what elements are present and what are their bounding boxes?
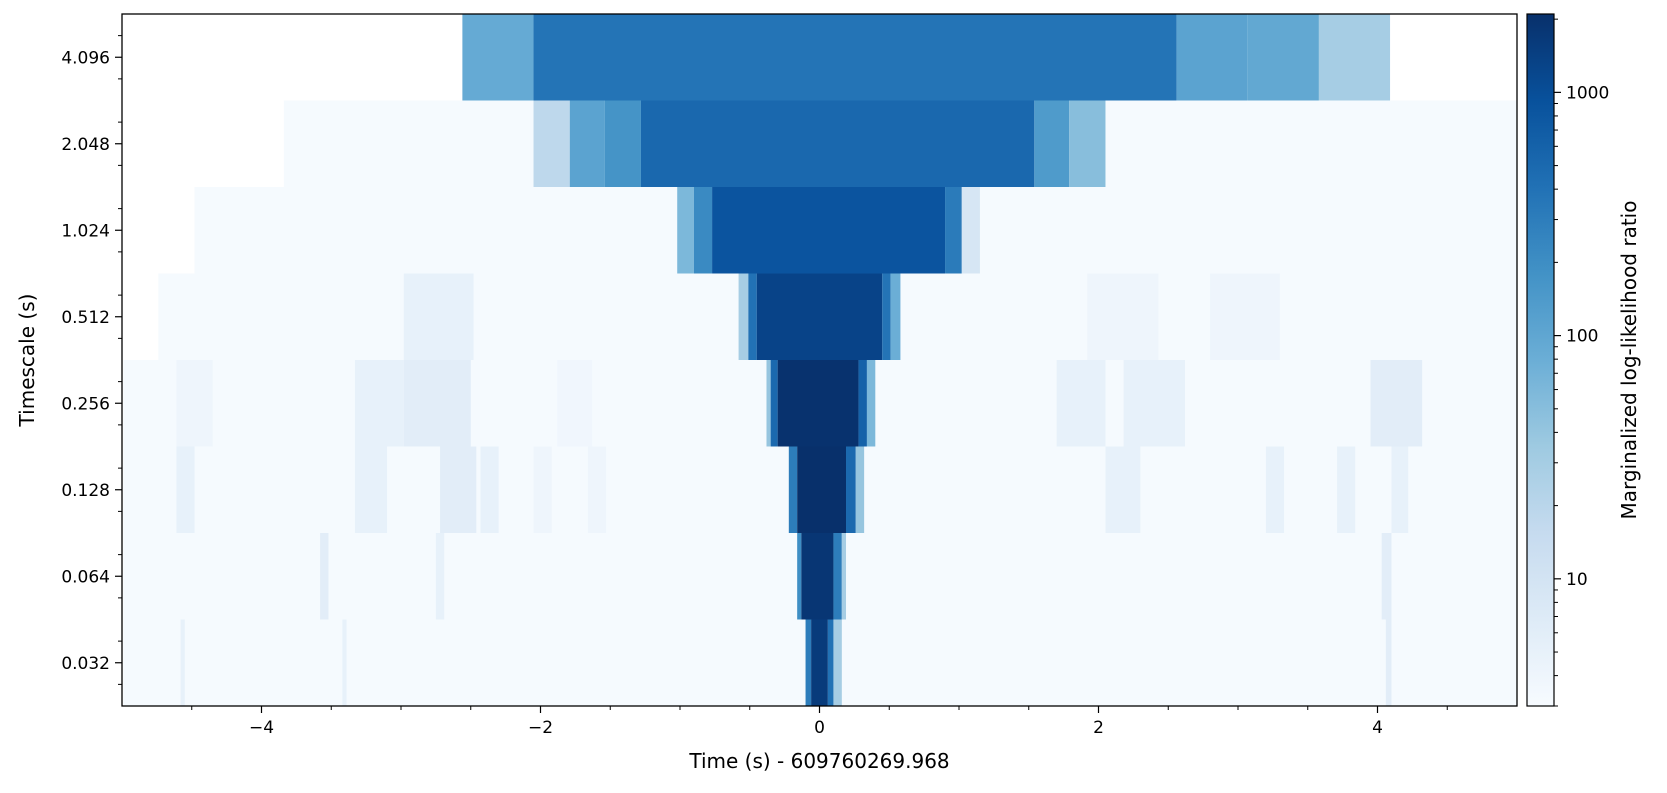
heatmap-cell — [712, 187, 946, 274]
y-axis: 0.032 0.064 0.128 0.256 0.512 1.024 2.048 4.096 — [61, 35, 122, 685]
heatmap-cell — [1381, 533, 1392, 620]
heatmap-cell — [320, 533, 329, 620]
heatmap-cell — [882, 273, 891, 361]
heatmap-cell — [557, 360, 593, 447]
heatmap-cell — [858, 360, 867, 447]
x-axis: −4 −2 0 2 4 — [191, 706, 1448, 738]
heatmap-cell — [533, 14, 1177, 101]
heatmap-cell — [1034, 100, 1070, 188]
colorbar-tick-label: 1000 — [1566, 83, 1609, 103]
heatmap-cell — [1056, 360, 1106, 447]
heatmap-cell — [811, 619, 828, 706]
heatmap-cell — [604, 100, 641, 188]
heatmap-cell — [833, 619, 842, 706]
heatmap-cell — [1176, 14, 1248, 101]
heatmap-cell — [855, 446, 865, 534]
y-tick-label: 0.512 — [61, 308, 110, 328]
heatmap-cell — [801, 533, 834, 620]
heatmap-cell — [756, 273, 883, 361]
x-tick-label: 2 — [1093, 718, 1104, 738]
x-tick-label: 4 — [1372, 718, 1383, 738]
heatmap-cell — [841, 533, 847, 620]
heatmap-cell — [354, 446, 388, 534]
heatmap-cell — [797, 533, 802, 620]
heatmap-cell — [1391, 446, 1409, 534]
colorbar-label: Marginalized log-likelihood ratio — [1617, 201, 1641, 520]
heatmap-cell — [176, 360, 213, 447]
y-tick-label: 1.024 — [61, 221, 110, 241]
heatmap-cell — [866, 360, 876, 447]
heatmap-cell — [833, 533, 842, 620]
y-tick-label: 0.128 — [61, 481, 110, 501]
heatmap-cell — [440, 446, 477, 534]
heatmap-cell — [587, 446, 607, 534]
x-axis-label: Time (s) - 609760269.968 — [688, 749, 949, 773]
y-tick-label: 4.096 — [61, 48, 110, 68]
heatmap-cell — [1265, 446, 1285, 534]
heatmap-cell — [342, 619, 347, 706]
heatmap-cell — [1385, 619, 1392, 706]
heatmap-cell — [1087, 273, 1159, 361]
y-tick-label: 0.256 — [61, 394, 110, 414]
y-tick-label: 0.032 — [61, 654, 110, 674]
heatmap-cell — [748, 273, 757, 361]
y-tick-label: 2.048 — [61, 135, 110, 155]
heatmap-cell — [1105, 446, 1141, 534]
heatmap-cell — [693, 187, 713, 274]
heatmap-cell — [569, 100, 605, 188]
heatmap-cell — [738, 273, 749, 361]
heatmap-cell — [805, 619, 812, 706]
colorbar-tick-label: 10 — [1566, 570, 1588, 590]
heatmap-cell — [176, 446, 195, 534]
colorbar-tick-label: 100 — [1566, 327, 1598, 347]
x-tick-label: 0 — [814, 718, 825, 738]
x-tick-label: −2 — [528, 718, 553, 738]
heatmap-cell — [1069, 100, 1106, 188]
heatmap-cell — [1247, 14, 1319, 101]
heatmap-cell — [766, 360, 771, 447]
heatmap-cell — [890, 273, 901, 361]
heatmap-cell — [640, 100, 1035, 188]
heatmap-cell — [1123, 360, 1185, 447]
heatmap-cell — [846, 446, 856, 534]
heatmap-cell — [1210, 273, 1280, 361]
heatmap-cell — [777, 360, 859, 447]
colorbar-axis: 10 100 1000 — [1554, 18, 1609, 707]
heatmap-cell — [945, 187, 962, 274]
y-tick-label: 0.064 — [61, 567, 110, 587]
heatmap-cell — [677, 187, 694, 274]
heatmap-cell — [480, 446, 499, 534]
x-tick-label: −4 — [249, 718, 274, 738]
heatmap-cell — [403, 360, 471, 447]
heatmap-cell — [770, 360, 778, 447]
heatmap-cell — [462, 14, 534, 101]
heatmap-cell — [435, 533, 445, 620]
heatmap-cell — [961, 187, 980, 274]
heatmap-cell — [403, 273, 474, 361]
heatmap-cell — [827, 619, 834, 706]
heatmap-cells — [123, 14, 1517, 706]
colorbar — [1526, 13, 1555, 707]
heatmap-cell — [797, 446, 847, 534]
heatmap-cell — [1370, 360, 1423, 447]
heatmap-cell — [533, 100, 570, 188]
heatmap-cell — [180, 619, 185, 706]
heatmap-cell — [354, 360, 404, 447]
heatmap-cell — [1337, 446, 1356, 534]
heatmap-cell — [533, 446, 552, 534]
y-axis-label: Timescale (s) — [15, 294, 39, 428]
heatmap-cell — [788, 446, 798, 534]
heatmap-cell — [1318, 14, 1391, 101]
